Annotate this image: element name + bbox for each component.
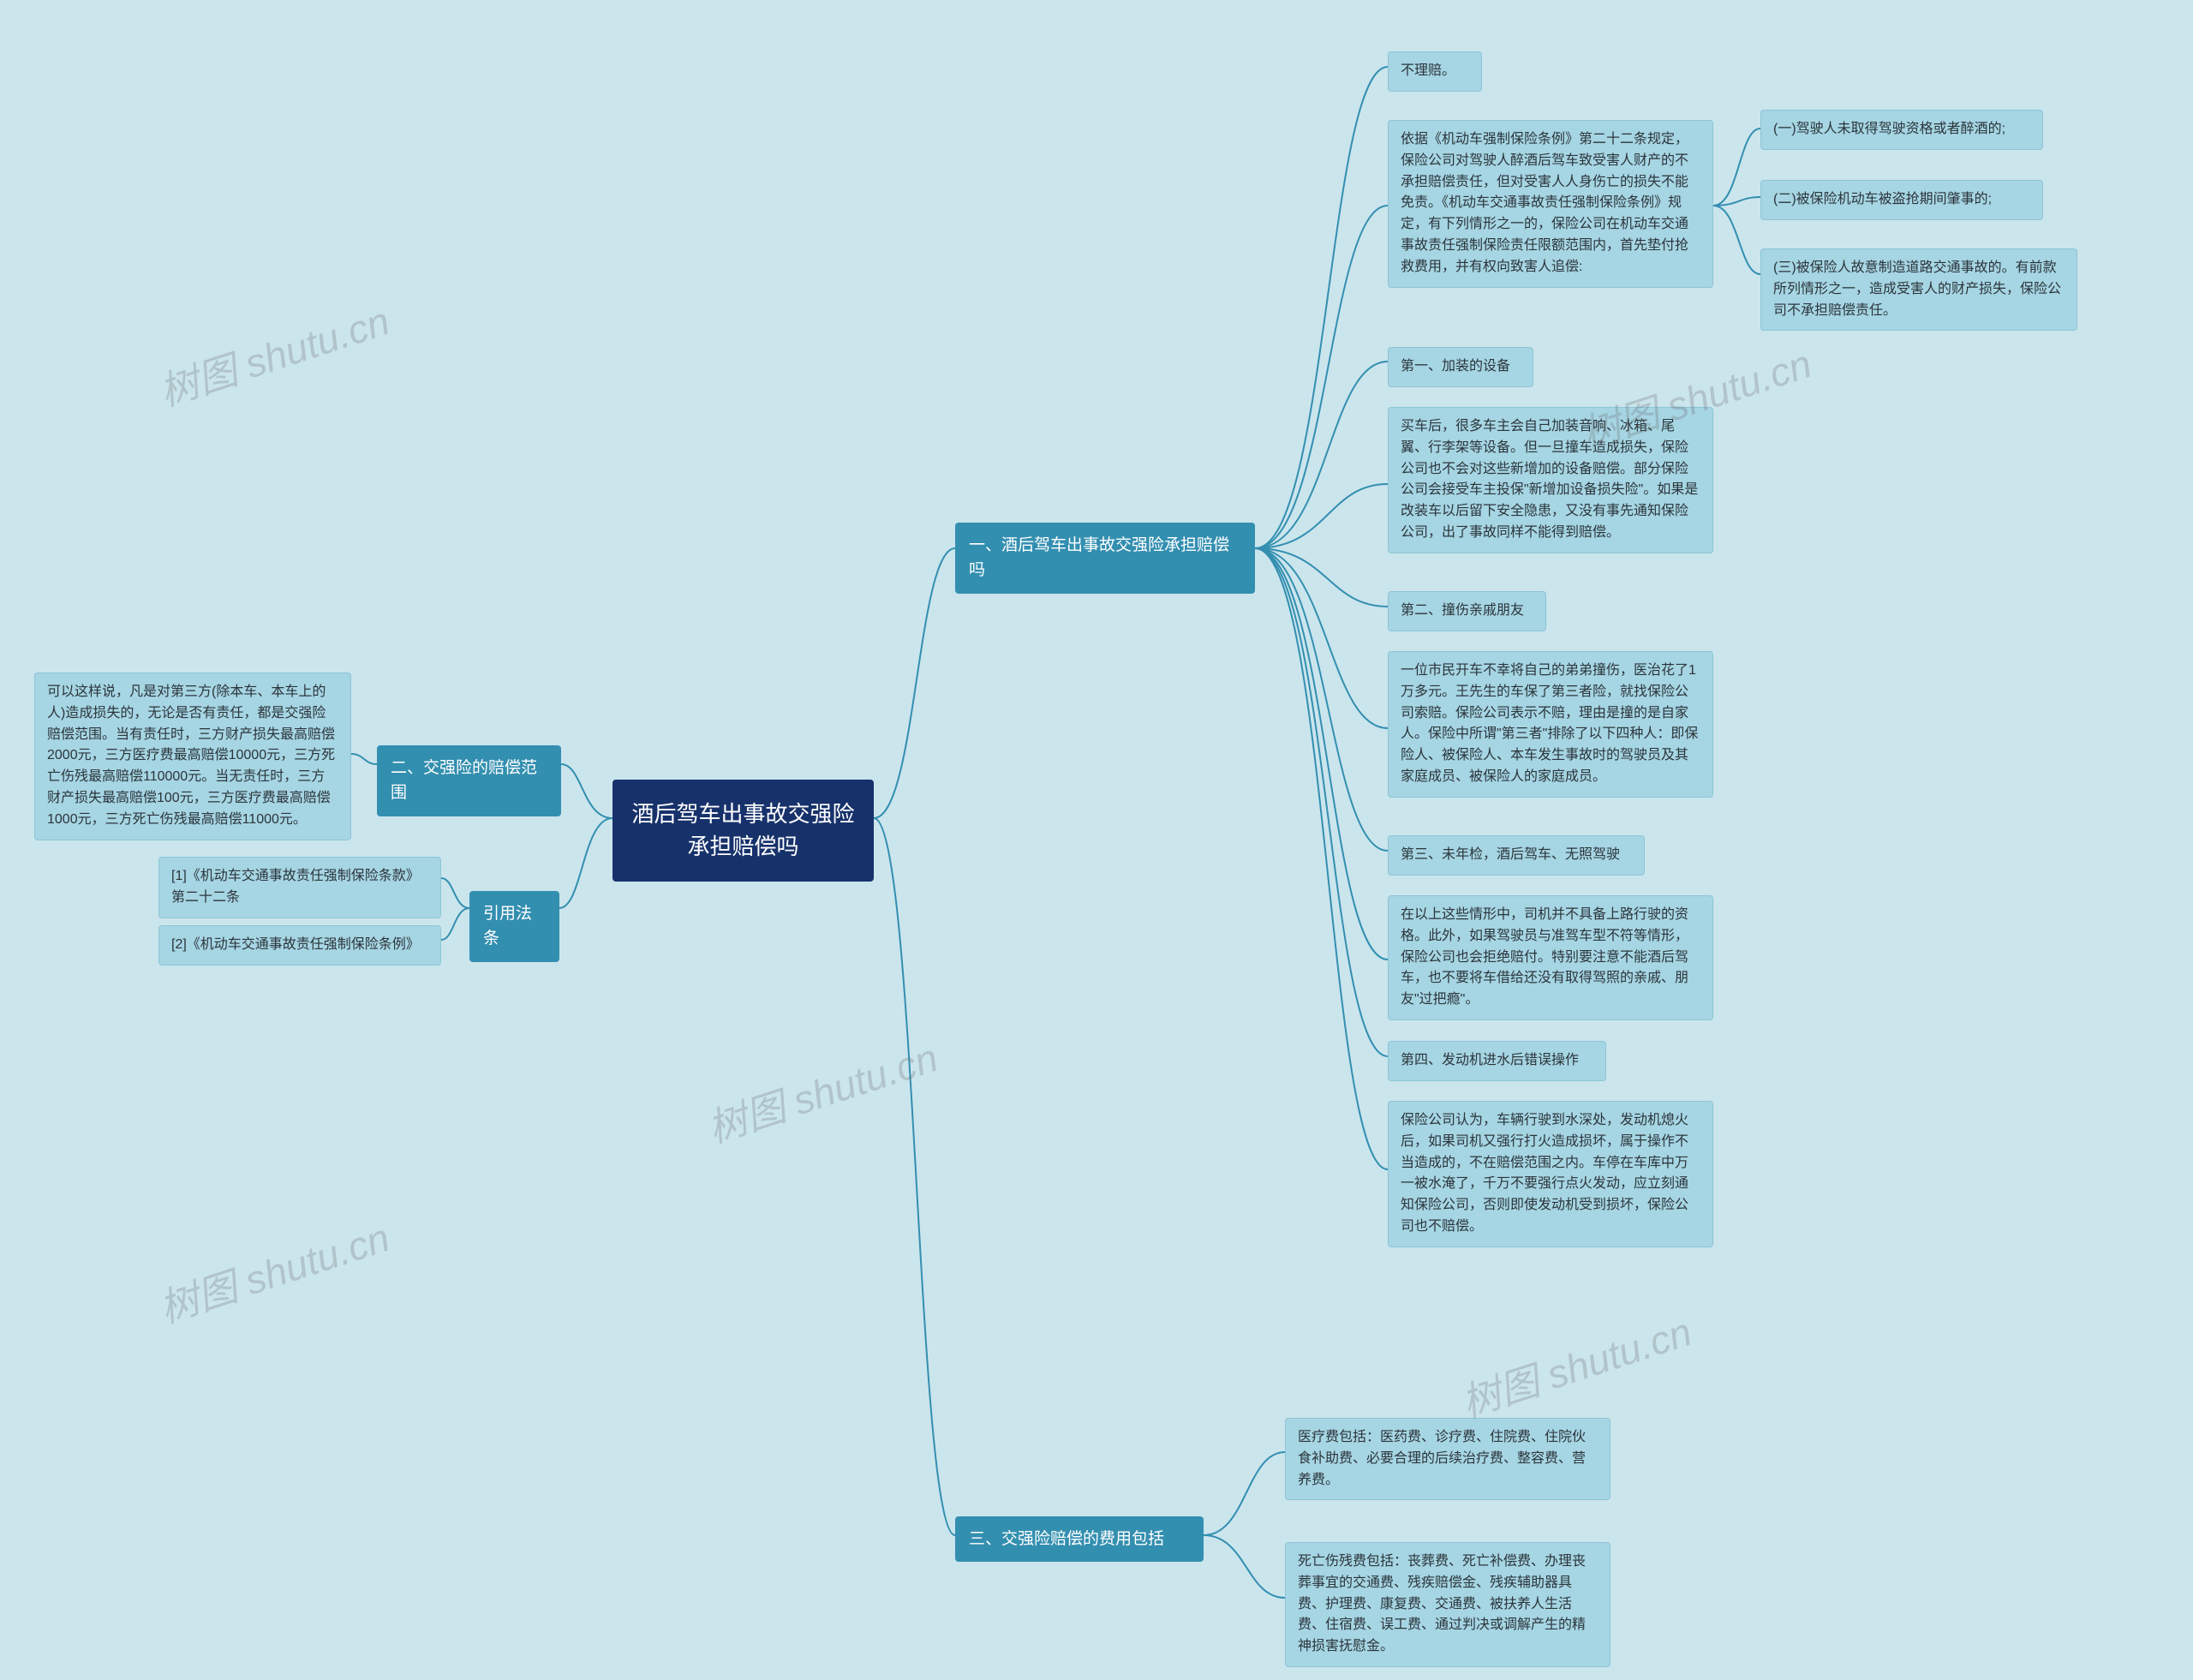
leaf-1f[interactable]: 一位市民开车不幸将自己的弟弟撞伤，医治花了1万多元。王先生的车保了第三者险，就找…: [1388, 651, 1713, 798]
leaf-ref-2[interactable]: [2]《机动车交通事故责任强制保险条例》: [158, 925, 441, 966]
leaf-1d[interactable]: 买车后，很多车主会自己加装音响、冰箱、尾翼、行李架等设备。但一旦撞车造成损失，保…: [1388, 407, 1713, 553]
branch-references[interactable]: 引用法条: [469, 891, 559, 962]
mindmap-canvas: 酒后驾车出事故交强险承担赔偿吗 一、酒后驾车出事故交强险承担赔偿吗 三、交强险赔…: [0, 0, 2193, 1680]
leaf-1b-sub1[interactable]: (一)驾驶人未取得驾驶资格或者醉酒的;: [1760, 110, 2043, 150]
branch-section-3[interactable]: 三、交强险赔偿的费用包括: [955, 1516, 1204, 1562]
leaf-1h[interactable]: 在以上这些情形中，司机并不具备上路行驶的资格。此外，如果驾驶员与准驾车型不符等情…: [1388, 895, 1713, 1020]
leaf-ref-1[interactable]: [1]《机动车交通事故责任强制保险条款》 第二十二条: [158, 857, 441, 918]
watermark: 树图 shutu.cn: [1454, 1301, 1698, 1429]
branch-section-2[interactable]: 二、交强险的赔偿范围: [377, 745, 561, 816]
watermark: 树图 shutu.cn: [700, 1027, 944, 1155]
leaf-1b[interactable]: 依据《机动车强制保险条例》第二十二条规定，保险公司对驾驶人醉酒后驾车致受害人财产…: [1388, 120, 1713, 288]
leaf-3b[interactable]: 死亡伤残费包括：丧葬费、死亡补偿费、办理丧葬事宜的交通费、残疾赔偿金、残疾辅助器…: [1285, 1542, 1610, 1667]
leaf-1c[interactable]: 第一、加装的设备: [1388, 347, 1533, 387]
leaf-1a[interactable]: 不理赔。: [1388, 51, 1482, 92]
branch-section-1[interactable]: 一、酒后驾车出事故交强险承担赔偿吗: [955, 523, 1255, 594]
watermark: 树图 shutu.cn: [152, 290, 396, 418]
leaf-3a[interactable]: 医疗费包括：医药费、诊疗费、住院费、住院伙食补助费、必要合理的后续治疗费、整容费…: [1285, 1418, 1610, 1500]
leaf-1i[interactable]: 第四、发动机进水后错误操作: [1388, 1041, 1606, 1081]
watermark: 树图 shutu.cn: [152, 1207, 396, 1335]
leaf-1j[interactable]: 保险公司认为，车辆行驶到水深处，发动机熄火后，如果司机又强行打火造成损坏，属于操…: [1388, 1101, 1713, 1247]
leaf-1b-sub2[interactable]: (二)被保险机动车被盗抢期间肇事的;: [1760, 180, 2043, 220]
leaf-2a[interactable]: 可以这样说，凡是对第三方(除本车、本车上的人)造成损失的，无论是否有责任，都是交…: [34, 673, 351, 840]
root-node[interactable]: 酒后驾车出事故交强险承担赔偿吗: [612, 780, 874, 882]
leaf-1g[interactable]: 第三、未年检，酒后驾车、无照驾驶: [1388, 835, 1645, 876]
leaf-1e[interactable]: 第二、撞伤亲戚朋友: [1388, 591, 1546, 631]
leaf-1b-sub3[interactable]: (三)被保险人故意制造道路交通事故的。有前款所列情形之一，造成受害人的财产损失，…: [1760, 248, 2077, 331]
